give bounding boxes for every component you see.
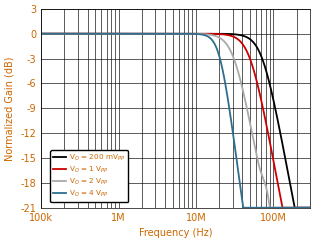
V$_O$ = 4 V$_{PP}$	[39, 32, 43, 35]
V$_O$ = 4 V$_{PP}$	[303, 206, 307, 209]
V$_O$ = 1 V$_{PP}$	[274, 172, 278, 175]
V$_O$ = 4 V$_{PP}$	[241, 206, 245, 209]
V$_O$ = 4 V$_{PP}$	[86, 32, 90, 35]
X-axis label: Frequency (Hz): Frequency (Hz)	[139, 228, 212, 238]
V$_O$ = 2 V$_{PP}$	[39, 32, 43, 35]
V$_O$ = 200 mV$_{PP}$	[70, 32, 74, 35]
V$_O$ = 2 V$_{PP}$	[274, 206, 278, 209]
V$_O$ = 200 mV$_{PP}$	[293, 206, 297, 209]
V$_O$ = 4 V$_{PP}$	[142, 32, 146, 35]
V$_O$ = 1 V$_{PP}$	[281, 206, 284, 209]
V$_O$ = 4 V$_{PP}$	[154, 32, 158, 35]
V$_O$ = 2 V$_{PP}$	[142, 32, 146, 35]
V$_O$ = 1 V$_{PP}$	[303, 206, 307, 209]
V$_O$ = 200 mV$_{PP}$	[303, 206, 307, 209]
V$_O$ = 2 V$_{PP}$	[86, 32, 90, 35]
V$_O$ = 200 mV$_{PP}$	[142, 32, 146, 35]
Line: V$_O$ = 200 mV$_{PP}$: V$_O$ = 200 mV$_{PP}$	[41, 34, 310, 208]
V$_O$ = 1 V$_{PP}$	[39, 32, 43, 35]
V$_O$ = 2 V$_{PP}$	[154, 32, 158, 35]
Y-axis label: Normalized Gain (dB): Normalized Gain (dB)	[5, 56, 15, 161]
V$_O$ = 4 V$_{PP}$	[308, 206, 312, 209]
Legend: V$_O$ = 200 mV$_{PP}$, V$_O$ = 1 V$_{PP}$, V$_O$ = 2 V$_{PP}$, V$_O$ = 4 V$_{PP}: V$_O$ = 200 mV$_{PP}$, V$_O$ = 1 V$_{PP}…	[50, 150, 128, 202]
Line: V$_O$ = 1 V$_{PP}$: V$_O$ = 1 V$_{PP}$	[41, 34, 310, 208]
V$_O$ = 4 V$_{PP}$	[274, 206, 278, 209]
V$_O$ = 1 V$_{PP}$	[142, 32, 146, 35]
V$_O$ = 4 V$_{PP}$	[70, 32, 74, 35]
V$_O$ = 1 V$_{PP}$	[308, 206, 312, 209]
V$_O$ = 2 V$_{PP}$	[268, 206, 272, 209]
V$_O$ = 2 V$_{PP}$	[303, 206, 307, 209]
V$_O$ = 2 V$_{PP}$	[308, 206, 312, 209]
V$_O$ = 200 mV$_{PP}$	[86, 32, 90, 35]
V$_O$ = 1 V$_{PP}$	[70, 32, 74, 35]
Line: V$_O$ = 2 V$_{PP}$: V$_O$ = 2 V$_{PP}$	[41, 34, 310, 208]
V$_O$ = 1 V$_{PP}$	[86, 32, 90, 35]
V$_O$ = 2 V$_{PP}$	[70, 32, 74, 35]
Line: V$_O$ = 4 V$_{PP}$: V$_O$ = 4 V$_{PP}$	[41, 34, 310, 208]
V$_O$ = 1 V$_{PP}$	[154, 32, 158, 35]
V$_O$ = 200 mV$_{PP}$	[39, 32, 43, 35]
V$_O$ = 200 mV$_{PP}$	[308, 206, 312, 209]
V$_O$ = 200 mV$_{PP}$	[154, 32, 158, 35]
V$_O$ = 200 mV$_{PP}$	[274, 110, 278, 113]
